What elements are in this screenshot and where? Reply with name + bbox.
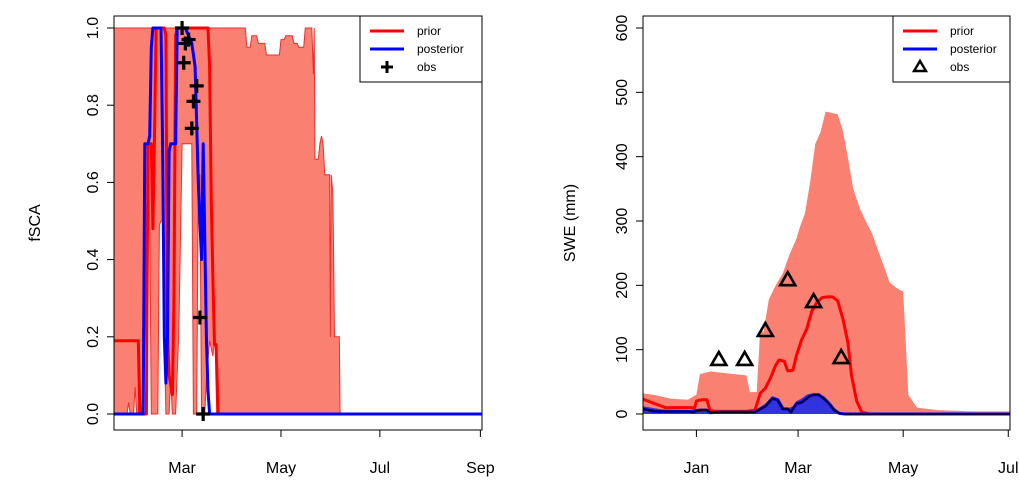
legend-label-obs: obs — [417, 60, 436, 74]
obs-point — [192, 310, 207, 325]
legend-label-prior: prior — [950, 24, 974, 38]
obs-point — [734, 349, 755, 367]
obs-point — [184, 121, 199, 136]
obs-point — [189, 78, 204, 93]
obs-point — [755, 320, 776, 338]
obs-point — [803, 291, 824, 309]
prior-range-band — [643, 111, 1010, 414]
y-tick-label: 100 — [614, 336, 631, 363]
x-tick-label: May — [888, 460, 918, 477]
legend-label-obs: obs — [950, 60, 969, 74]
obs-point — [176, 55, 191, 70]
x-tick-label: Jan — [684, 460, 710, 477]
legend-label-prior: prior — [417, 24, 441, 38]
legend-label-posterior: posterior — [950, 42, 997, 56]
y-axis-label: fSCA — [27, 204, 44, 242]
series-line-posterior — [114, 26, 482, 416]
x-tick-label: Sep — [466, 460, 495, 477]
series-line-prior — [643, 295, 1010, 416]
obs-point — [186, 94, 201, 109]
y-tick-label: 0.4 — [85, 248, 102, 270]
y-tick-label: 0.0 — [85, 403, 102, 425]
y-tick-label: 400 — [614, 143, 631, 170]
y-tick-label: 0.6 — [85, 171, 102, 193]
y-tick-label: 1.0 — [85, 17, 102, 39]
y-tick-label: 200 — [614, 272, 631, 299]
legend-marker-obs — [381, 61, 393, 73]
x-tick-label: Jul — [998, 460, 1018, 477]
x-tick-label: Mar — [168, 460, 196, 477]
x-tick-label: Mar — [784, 460, 812, 477]
obs-point — [831, 347, 851, 365]
plot-area — [114, 26, 482, 416]
y-tick-label: 0 — [614, 409, 631, 418]
swe-panel: 0 100 200 300 400 500 600 Jan Mar May Jul SWE (mm) p… — [562, 15, 1019, 477]
obs-point — [181, 32, 196, 47]
legend-label-posterior: posterior — [417, 42, 464, 56]
posterior-outline — [643, 393, 1010, 415]
legend-marker-obs — [911, 58, 929, 73]
plot-frame — [642, 15, 1011, 431]
y-tick-label: 600 — [614, 15, 631, 42]
plot-area — [643, 111, 1010, 416]
y-axis-label: SWE (mm) — [562, 184, 579, 262]
legend: prior posterior obs — [892, 15, 1011, 83]
x-tick-label: May — [266, 460, 296, 477]
y-tick-label: 0.2 — [85, 326, 102, 348]
y-tick-label: 500 — [614, 79, 631, 106]
obs-point — [196, 407, 211, 421]
obs-point — [175, 21, 190, 35]
y-tick-label: 300 — [614, 208, 631, 235]
y-tick-label: 0.8 — [85, 94, 102, 116]
obs-point — [709, 349, 729, 367]
legend: prior posterior obs — [359, 15, 483, 83]
x-tick-label: Jul — [370, 460, 390, 477]
obs-point — [777, 269, 798, 287]
plot-frame — [113, 15, 483, 431]
